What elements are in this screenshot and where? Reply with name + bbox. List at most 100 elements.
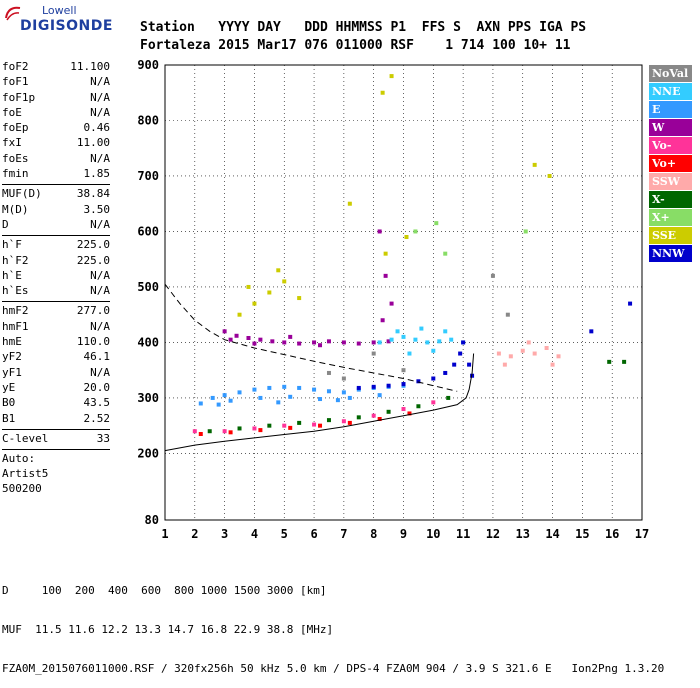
data-point-sse [532,162,537,167]
legend-item: Vo+ [649,155,692,172]
param-row: h`E N/A [2,269,110,284]
data-point-sse [404,235,409,240]
data-point-vo- [198,431,203,436]
data-point-sse [246,284,251,289]
data-point-nnw [452,362,457,367]
legend-item: X+ [649,209,692,226]
logo-sub: Lowell [42,4,77,17]
data-point-w [228,337,233,342]
param-row: yE 20.0 [2,381,110,396]
param-row: foE N/A [2,106,110,121]
data-point-w [386,339,391,344]
auto-scaling-line: Auto: [2,452,36,466]
data-point-x- [207,429,212,434]
data-point-w [234,333,239,338]
param-row: hmF2 277.0 [2,304,110,319]
profile-solid-curve [164,353,475,452]
param-key: yF1 [2,365,22,379]
param-key: fmin [2,167,29,181]
data-point-x- [326,418,331,423]
param-row: C-level 33 [2,432,110,447]
param-key: yF2 [2,350,22,364]
data-point-vo- [431,400,436,405]
data-point-nnw [443,370,448,375]
param-value: N/A [90,90,110,104]
data-point-x- [523,229,528,234]
x-tick-label: 10 [426,527,440,541]
data-point-x- [607,359,612,364]
data-point-ssw [544,345,549,350]
data-point-x- [622,359,627,364]
data-point-sse [389,74,394,79]
data-point-w [297,341,302,346]
x-tick-label: 17 [635,527,649,541]
data-point-e [288,394,293,399]
param-separator [2,428,110,430]
param-row: hmF1 N/A [2,320,110,335]
param-key: h`Es [2,284,29,298]
param-value: 38.84 [76,187,110,201]
param-value: 0.46 [83,121,111,135]
data-point-vo- [347,420,352,425]
data-point-nnw [386,383,391,388]
data-point-w [341,340,346,345]
auto-scaling-line: 500200 [2,482,42,496]
y-tick-label: 900 [137,58,159,72]
data-point-e [276,400,281,405]
data-point-sse [276,268,281,273]
data-point-vo- [282,423,287,428]
legend-item: Vo- [649,137,692,154]
legend-item: E [649,101,692,118]
param-row: h`Es N/A [2,284,110,299]
param-row: h`F2 225.0 [2,254,110,269]
plot-frame [164,64,643,521]
data-point-vo- [222,429,227,434]
data-point-w [377,229,382,234]
param-value: 11.00 [76,136,110,150]
data-point-nne [401,334,406,339]
data-point-w [258,337,263,342]
data-point-nnw [401,382,406,387]
legend-item: NoVal [649,65,692,82]
y-tick-label: 80 [145,513,159,527]
param-value: N/A [90,217,110,231]
data-point-nnw [589,329,594,334]
data-point-e [237,390,242,395]
data-point-noval [401,368,406,373]
param-separator [2,184,110,186]
data-point-nne [419,326,424,331]
data-point-vo- [371,413,376,418]
auto-scaling-line: Artist5 [2,467,49,481]
data-point-nnw [628,301,633,306]
data-point-w [252,341,257,346]
param-key: h`F [2,238,22,252]
data-point-nne [395,329,400,334]
data-point-sse [383,251,388,256]
data-point-ssw [526,340,531,345]
data-point-nne [425,340,430,345]
param-key: foF1p [2,90,36,104]
profile-dashed-curve [164,283,458,392]
data-point-sse [252,301,257,306]
data-point-nnw [416,379,421,384]
data-point-x- [356,415,361,420]
param-row: B0 43.5 [2,396,110,411]
data-point-sse [380,90,385,95]
x-tick-label: 14 [545,527,559,541]
param-value: 3.50 [83,202,111,216]
param-value: N/A [90,151,110,165]
logo-swirl-icon [5,6,21,21]
x-tick-label: 3 [221,527,228,541]
x-tick-label: 1 [161,527,168,541]
x-tick-label: 11 [456,527,470,541]
param-row: yF2 46.1 [2,350,110,365]
data-point-w [356,341,361,346]
data-point-noval [371,351,376,356]
data-point-x- [434,221,439,226]
data-point-e [216,402,221,407]
data-point-nne [407,351,412,356]
ionogram-chart: 1 2 3 4 5 6 7 8 9 10 11 12 13 14 15 16 17802003004005006… [137,58,649,541]
param-value: 20.0 [83,380,111,394]
param-key: foF1 [2,75,29,89]
data-point-w [282,340,287,345]
